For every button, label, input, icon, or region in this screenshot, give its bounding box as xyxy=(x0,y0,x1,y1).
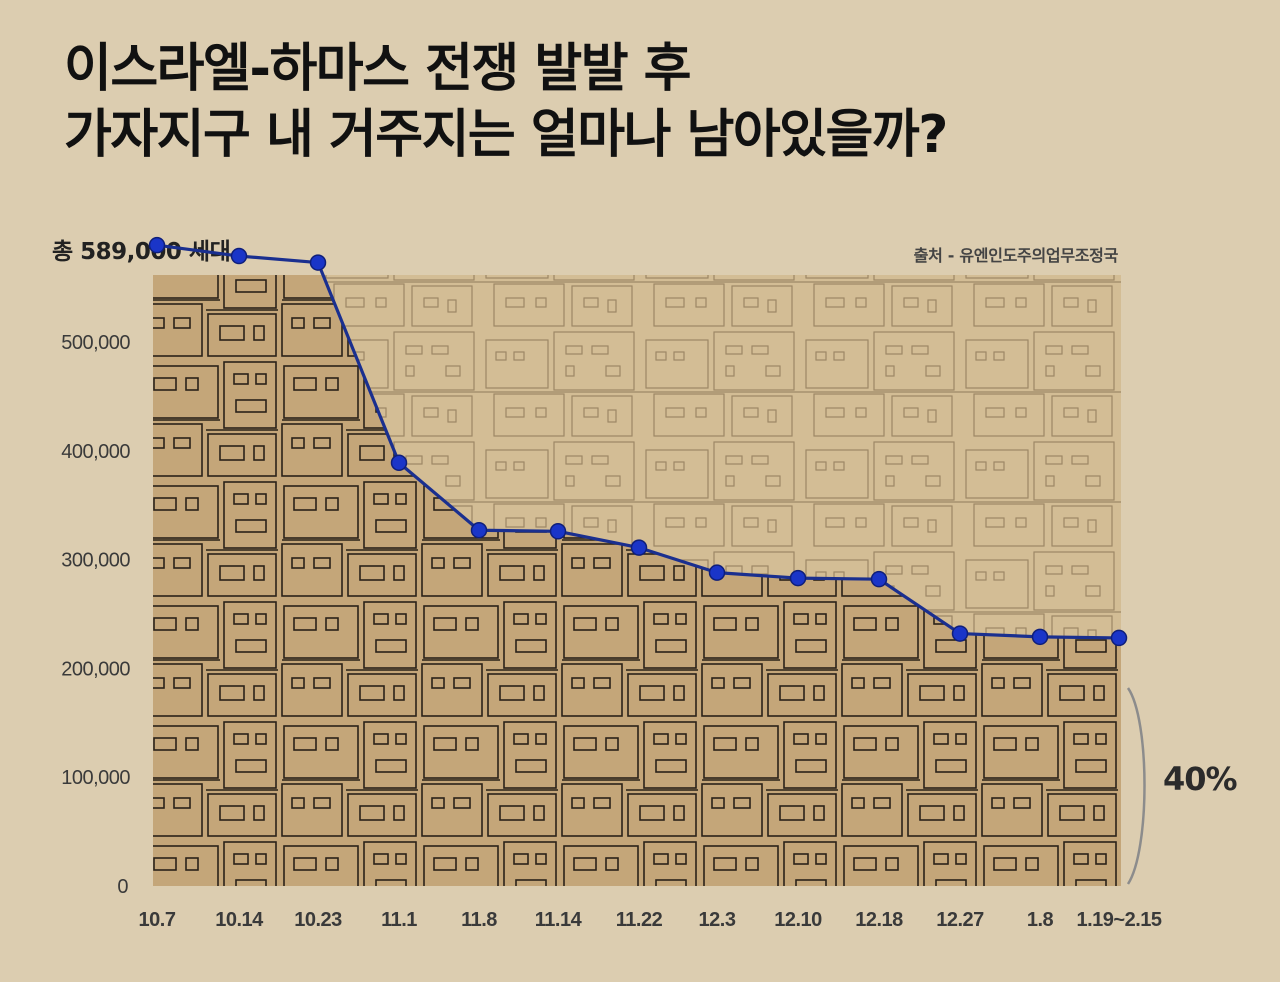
data-point xyxy=(309,254,327,271)
y-tick-label: 500,000 xyxy=(61,332,130,354)
data-point xyxy=(470,521,488,539)
x-tick-label: 10.14 xyxy=(215,909,264,931)
percent-bracket xyxy=(1126,687,1146,885)
data-point xyxy=(148,236,166,254)
x-tick-label: 11.1 xyxy=(381,909,417,931)
title-line-1: 이스라엘-하마스 전쟁 발발 후 xyxy=(64,39,691,99)
data-point xyxy=(951,625,969,642)
title-line-2: 가자지구 내 거주지는 얼마나 남아있을까? xyxy=(64,105,948,165)
data-markers xyxy=(148,236,1128,647)
y-tick-label: 0 xyxy=(117,876,128,898)
x-tick-label: 12.27 xyxy=(936,909,984,931)
x-axis: 10.7 10.14 10.23 11.1 11.8 11.14 11.22 12.3 12.1… xyxy=(139,909,1163,931)
x-tick-label: 11.14 xyxy=(535,909,583,931)
y-tick-label: 100,000 xyxy=(61,767,130,789)
data-point xyxy=(630,539,648,556)
data-point xyxy=(390,454,408,472)
y-tick-label: 300,000 xyxy=(61,550,130,572)
chart-title: 이스라엘-하마스 전쟁 발발 후 가자지구 내 거주지는 얼마나 남아있을까? xyxy=(64,36,948,168)
x-tick-label: 11.22 xyxy=(616,909,663,931)
data-point xyxy=(549,523,567,540)
data-point xyxy=(230,247,248,265)
y-tick-label: 200,000 xyxy=(61,658,130,680)
data-point xyxy=(1110,629,1128,647)
y-tick-label: 400,000 xyxy=(61,441,130,463)
x-tick-label: 1.8 xyxy=(1027,909,1054,931)
x-tick-label: 12.3 xyxy=(699,909,736,931)
data-point xyxy=(789,569,807,587)
source-label: 출처 - 유엔인도주의업무조정국 xyxy=(913,246,1119,265)
x-tick-label: 1.19~2.15 xyxy=(1076,909,1161,931)
y-axis: 0 100,000 200,000 300,000 400,000 500,000 xyxy=(61,332,131,898)
data-point xyxy=(708,564,726,581)
x-tick-label: 12.18 xyxy=(855,909,903,931)
data-point xyxy=(1031,628,1049,646)
x-tick-label: 11.8 xyxy=(461,909,497,931)
x-tick-label: 12.10 xyxy=(774,909,822,931)
x-tick-label: 10.23 xyxy=(294,909,342,931)
x-tick-label: 10.7 xyxy=(139,909,176,931)
percent-annotation: 40% xyxy=(1163,760,1238,798)
data-point xyxy=(870,570,888,588)
